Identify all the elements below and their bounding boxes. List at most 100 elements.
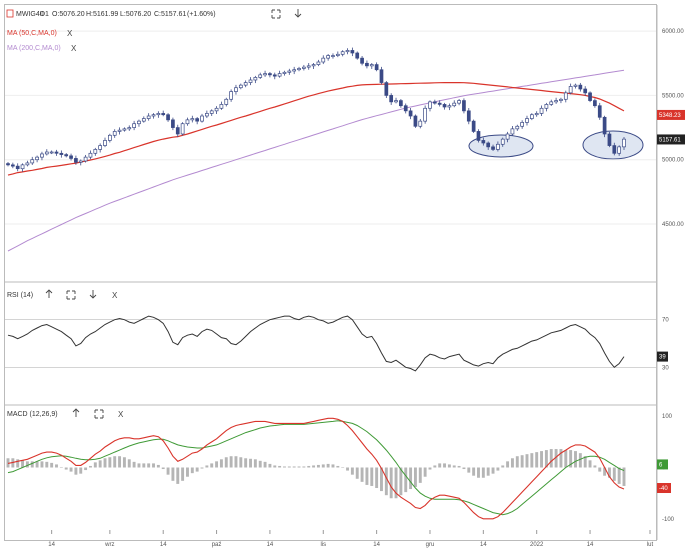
ma-long-close-icon[interactable]: X: [71, 44, 77, 53]
macd-histogram-bar: [258, 460, 262, 468]
rsi-close-icon[interactable]: X: [112, 291, 118, 300]
macd-histogram-bar: [186, 467, 189, 477]
candle-body: [137, 120, 141, 125]
macd-histogram-bar: [438, 463, 442, 468]
candle-body: [272, 74, 277, 77]
arrow-down-icon[interactable]: [89, 290, 97, 299]
candle-body: [588, 92, 592, 101]
macd-histogram-bar: [501, 465, 505, 468]
macd-histogram-bar: [447, 464, 451, 468]
candle-body: [44, 151, 49, 155]
x-tick-label: paź: [212, 542, 222, 548]
macd-histogram-bar: [578, 453, 582, 468]
candle-body: [132, 123, 136, 128]
candle-body: [253, 77, 258, 81]
candle-body: [161, 113, 166, 116]
candle-body: [597, 105, 602, 118]
candle-body: [59, 152, 64, 155]
candle-body: [54, 151, 59, 154]
candle-body: [335, 53, 340, 56]
candle-body: [578, 84, 583, 90]
macd-histogram-bar: [147, 463, 151, 468]
candle-body: [340, 51, 345, 55]
candle-body: [573, 84, 578, 87]
candle-body: [268, 73, 272, 76]
candle-body: [544, 104, 549, 109]
candle-body: [311, 64, 316, 67]
macd-histogram-bar: [142, 463, 146, 468]
expand-icon[interactable]: [66, 290, 76, 300]
x-tick-label: 14: [373, 542, 380, 548]
macd-histogram-bar: [481, 467, 485, 478]
macd-histogram-bar: [152, 463, 155, 468]
collapse-icon[interactable]: [6, 9, 14, 18]
macd-histogram-bar: [617, 467, 621, 484]
price-y-tick-label: 5000.00: [662, 158, 684, 164]
macd-histogram-bar: [399, 467, 403, 496]
macd-histogram-bar: [583, 456, 587, 468]
macd-histogram-bar: [239, 457, 243, 468]
macd-histogram-bar: [341, 467, 345, 468]
candle-body: [520, 122, 524, 127]
candle-body: [98, 145, 103, 150]
macd-histogram-bar: [55, 464, 58, 468]
arrow-up-icon[interactable]: [72, 408, 80, 417]
macd-histogram-bar: [423, 467, 427, 477]
expand-icon[interactable]: [94, 409, 104, 419]
candle-body: [452, 102, 457, 107]
macd-value-pill: -40: [657, 483, 671, 494]
ma-short-close-icon[interactable]: X: [67, 29, 73, 38]
candle-body: [316, 61, 321, 65]
macd-histogram-bar: [326, 463, 330, 468]
candle-body: [350, 50, 355, 54]
candle-body: [408, 110, 413, 117]
ma-value-pill-bg: [657, 109, 685, 120]
candle-body: [190, 118, 195, 121]
candle-body: [529, 114, 534, 119]
macd-histogram-bar: [210, 463, 214, 468]
candle-body: [607, 133, 612, 146]
candle-body: [583, 88, 588, 94]
macd-histogram-bar: [574, 451, 577, 468]
candle-body: [510, 128, 515, 135]
candle-body: [345, 50, 350, 53]
macd-histogram-bar: [244, 458, 248, 468]
candle-body: [69, 155, 73, 159]
arrow-down-icon[interactable]: [294, 9, 302, 18]
ohlc-close: C:5157.61: [154, 11, 186, 18]
ma-value-text: 5348.23: [659, 113, 681, 119]
rsi-y-tick-label: 30: [662, 365, 669, 371]
macd-histogram-bar: [21, 460, 25, 468]
candle-body: [229, 91, 233, 100]
macd-histogram-bar: [355, 467, 359, 479]
expand-icon[interactable]: [271, 9, 281, 19]
candle-body: [321, 57, 326, 63]
rsi-axis: 70 30: [662, 318, 669, 372]
macd-histogram-bar: [307, 465, 311, 468]
macd-histogram-bar: [93, 462, 97, 468]
ma50-line: [7, 82, 625, 176]
candle-body: [423, 107, 427, 122]
macd-histogram-bar: [413, 467, 417, 487]
arrow-up-icon[interactable]: [45, 289, 53, 298]
macd-histogram-bar: [229, 456, 233, 468]
x-tick-label: lis: [320, 542, 326, 548]
candle-body: [88, 152, 93, 158]
price-grid: [5, 30, 656, 225]
macd-histogram-bar: [360, 467, 364, 482]
macd-histogram-bar: [462, 467, 466, 470]
macd-histogram-bar: [530, 453, 534, 468]
macd-histogram-bar: [525, 454, 529, 468]
macd-histogram-bar: [588, 460, 592, 468]
x-tick-label: lut: [647, 542, 654, 548]
macd-histogram-bar: [268, 463, 272, 468]
macd-y-tick-label: -100: [662, 517, 675, 523]
candle-body: [500, 138, 505, 145]
ma-short-label: MA (50,C,MA,0): [7, 30, 57, 37]
macd-histogram-bar: [433, 465, 437, 468]
x-tick-label: 2022: [530, 542, 544, 548]
macd-histogram-bar: [312, 465, 316, 468]
macd-histogram-bar: [176, 467, 180, 484]
macd-close-icon[interactable]: X: [118, 410, 124, 419]
macd-histogram-bar: [25, 461, 29, 468]
